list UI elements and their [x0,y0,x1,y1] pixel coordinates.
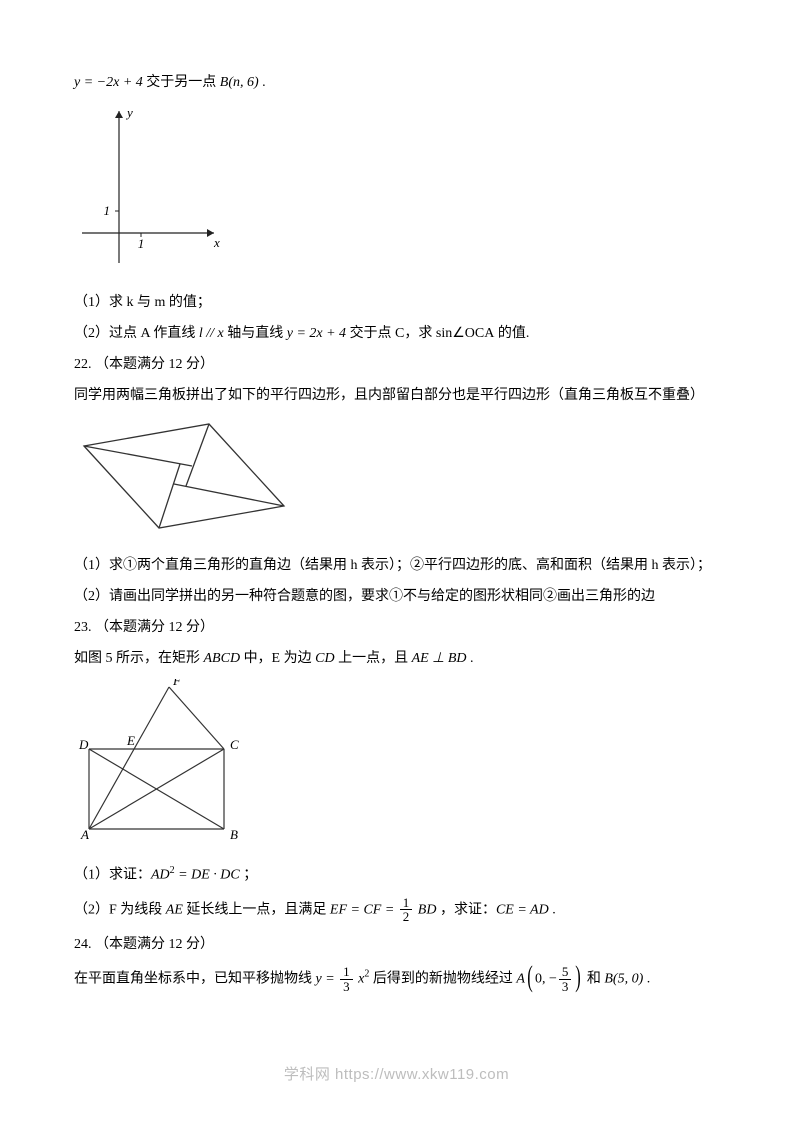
frac-den: 3 [559,980,572,994]
q22-stem: 同学用两幅三角板拼出了如下的平行四边形，且内部留白部分也是平行四边形（直角三角板… [74,385,719,406]
q21-pretext-tail: 交于另一点 [143,75,220,90]
q23-part1-end: ； [240,868,258,883]
q23-part2-bd: BD [414,902,436,917]
q21-part2-pre: （2）过点 A 作直线 [74,326,199,341]
q23-part1-pre: （1）求证： [74,868,151,883]
q21-part2-l: l // x [199,326,224,341]
frac-den: 3 [340,980,353,994]
q24-stem: 在平面直角坐标系中，已知平移抛物线 y = 13 x2 后得到的新抛物线经过 A… [74,965,719,993]
q24-frac1: 13 [340,965,353,993]
q21-part2-eq: y = 2x + 4 [287,326,346,341]
paren-open: ( [527,963,533,991]
svg-text:A: A [80,827,89,842]
q23-stem-mid2: 上一点，且 [335,651,412,666]
q23-stem-cd: CD [315,651,334,666]
frac-num: 1 [340,965,353,980]
q23-stem-ae: AE ⊥ BD [412,651,467,666]
q23-part2-ce: CE = AD [496,902,549,917]
q21-pretext: y = −2x + 4 交于另一点 B(n, 6) . [74,72,719,93]
q23-header: 23. （本题满分 12 分） [74,617,719,638]
svg-text:1: 1 [104,203,111,218]
q22-part2: （2）请画出同学拼出的另一种符合题意的图，要求①不与给定的图形状相同②画出三角形… [74,586,719,607]
q23-part2-mid: 延长线上一点，且满足 [183,902,330,917]
q23-part2-ef: EF = CF = [330,902,398,917]
axis-graph-svg: 1 1 x y [74,103,224,273]
frac-num: 1 [400,896,413,911]
svg-text:C: C [230,737,239,752]
q24-stem-B: B(5, 0) [604,971,643,986]
svg-text:D: D [78,737,89,752]
q21-part2-tail: 交于点 C，求 [346,326,436,341]
svg-text:1: 1 [138,236,145,251]
svg-text:E: E [126,733,135,748]
q22-header: 22. （本题满分 12 分） [74,354,719,375]
q23-stem-mid: 中，E 为边 [240,651,315,666]
q23-part2-end: . [549,902,556,917]
parallelogram-svg [74,416,294,536]
q21-pretext-math: y = −2x + 4 [74,75,143,90]
q23-part2-frac: 12 [400,896,413,924]
svg-text:x: x [213,235,220,250]
q24-stem-y: y = [316,971,339,986]
q24-frac2: 53 [559,965,572,993]
q24-header: 24. （本题满分 12 分） [74,934,719,955]
svg-text:B: B [230,827,238,842]
frac-den: 2 [400,910,413,924]
q24-stem-mid: 后得到的新抛物线经过 [369,971,516,986]
q21-part2: （2）过点 A 作直线 l // x 轴与直线 y = 2x + 4 交于点 C… [74,323,719,344]
q21-part1: （1）求 k 与 m 的值； [74,292,719,313]
q24-A-zero: 0, − [535,971,557,986]
q23-part1-eq: = DE · DC [175,868,240,883]
q22-part1: （1）求①两个直角三角形的直角边（结果用 h 表示）；②平行四边形的底、高和面积… [74,555,719,576]
q24-stem-and: 和 [583,971,604,986]
watermark-text: 学科网 https://www.xkw119.com [0,1064,793,1087]
q24-stem-end: . [643,971,650,986]
q23-stem-pre: 如图 5 所示，在矩形 [74,651,204,666]
q21-part2-sin: sin∠OCA [436,326,494,341]
svg-text:y: y [125,105,133,120]
q23-stem: 如图 5 所示，在矩形 ABCD 中，E 为边 CD 上一点，且 AE ⊥ BD… [74,648,719,669]
q21-part2-end: 的值. [494,326,529,341]
q23-part2: （2）F 为线段 AE 延长线上一点，且满足 EF = CF = 12 BD ，… [74,896,719,924]
q23-figure: A B C D E F [74,679,719,851]
rectangle-svg: A B C D E F [74,679,244,844]
q23-part1-ad: AD [151,868,170,883]
q24-stem-pre: 在平面直角坐标系中，已知平移抛物线 [74,971,316,986]
frac-num: 5 [559,965,572,980]
q23-part2-pre: （2）F 为线段 [74,902,166,917]
q23-stem-end: . [467,651,474,666]
q24-stem-x2a: x [355,971,365,986]
q21-pretext-period: . [259,75,266,90]
paren-close: ) [576,963,582,991]
q21-figure: 1 1 x y [74,103,719,280]
q23-part2-ae: AE [166,902,183,917]
q21-part2-mid: 轴与直线 [224,326,287,341]
q23-part1: （1）求证：AD2 = DE · DC ； [74,863,719,886]
q24-stem-A: A [516,971,525,986]
q22-figure [74,416,719,543]
q23-stem-abcd: ABCD [204,651,241,666]
q23-part2-mid2: ，求证： [436,902,496,917]
svg-text:F: F [172,679,182,688]
q21-pretext-B: B(n, 6) [220,75,259,90]
